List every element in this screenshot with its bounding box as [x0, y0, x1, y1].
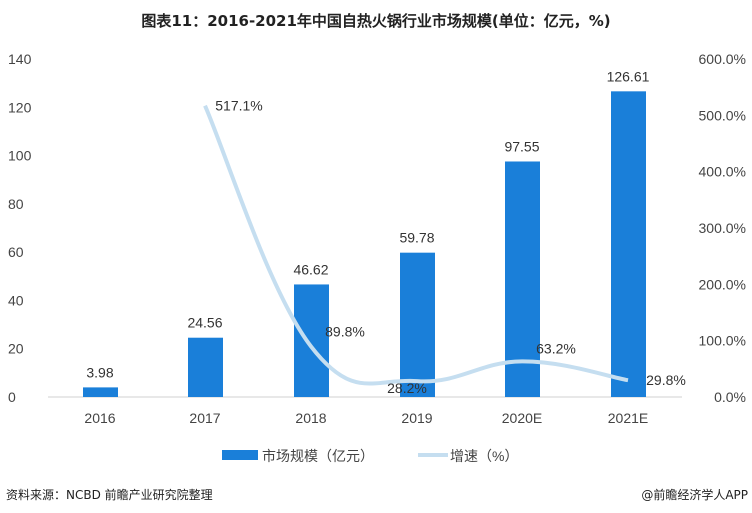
- x-axis-tick: 2018: [295, 410, 326, 426]
- left-axis-tick: 120: [8, 99, 32, 115]
- right-axis-tick: 0.0%: [714, 389, 746, 405]
- x-axis-tick: 2019: [401, 410, 432, 426]
- left-axis-tick: 100: [8, 148, 32, 164]
- bar-label: 97.55: [504, 138, 539, 154]
- right-axis-tick: 200.0%: [699, 276, 746, 292]
- bar: [611, 91, 646, 398]
- right-axis-tick: 300.0%: [699, 220, 746, 236]
- line-label: 28.2%: [387, 380, 427, 396]
- bar-label: 46.62: [293, 261, 328, 277]
- bar: [400, 252, 435, 397]
- line-label: 63.2%: [536, 340, 576, 356]
- credit: @前瞻经济学人APP: [641, 488, 748, 502]
- bar: [188, 337, 223, 397]
- line-label: 89.8%: [325, 323, 365, 339]
- right-axis-tick: 500.0%: [699, 107, 746, 123]
- left-axis-tick: 0: [8, 389, 16, 405]
- bar: [505, 161, 540, 397]
- right-axis-tick: 400.0%: [699, 164, 746, 180]
- x-axis-tick: 2021E: [608, 410, 648, 426]
- legend-bar-swatch: [222, 450, 258, 460]
- bar-label: 24.56: [187, 315, 222, 331]
- right-axis-tick: 600.0%: [699, 51, 746, 67]
- left-axis-tick: 60: [8, 244, 24, 260]
- line-label: 29.8%: [646, 372, 686, 388]
- source-note: 资料来源：NCBD 前瞻产业研究院整理: [6, 488, 213, 502]
- left-axis-tick: 20: [8, 341, 24, 357]
- left-axis-tick: 140: [8, 51, 32, 67]
- legend-bar-label: 市场规模（亿元）: [262, 448, 374, 464]
- line-label: 517.1%: [215, 98, 262, 114]
- x-axis-tick: 2017: [189, 410, 220, 426]
- x-axis-tick: 2016: [84, 410, 115, 426]
- legend-line-label: 增速（%）: [450, 448, 518, 464]
- bar: [83, 387, 118, 397]
- bar-label: 126.61: [607, 68, 650, 84]
- left-axis-tick: 40: [8, 292, 24, 308]
- chart-title: 图表11：2016-2021年中国自热火锅行业市场规模(单位：亿元，%): [141, 12, 611, 30]
- growth-line: [203, 104, 629, 386]
- x-axis-tick: 2020E: [502, 410, 542, 426]
- bar-label: 3.98: [86, 364, 113, 380]
- bar: [294, 284, 329, 397]
- bar-label: 59.78: [399, 230, 434, 246]
- right-axis-tick: 100.0%: [699, 333, 746, 349]
- left-axis-tick: 80: [8, 196, 24, 212]
